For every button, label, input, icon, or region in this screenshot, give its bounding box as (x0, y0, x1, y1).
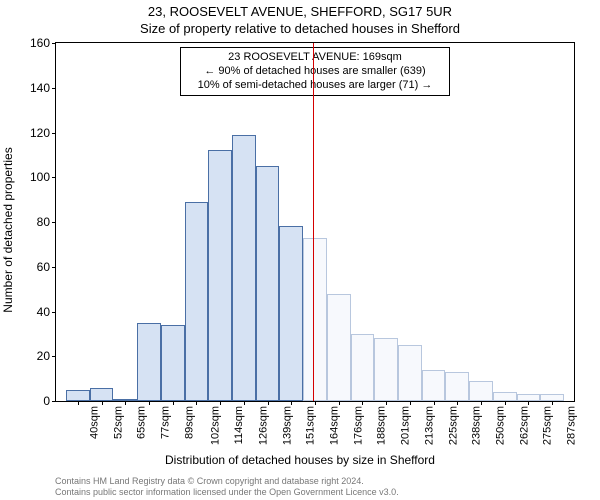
x-tick-label: 287sqm (566, 406, 578, 445)
x-tick-label: 164sqm (329, 406, 341, 445)
x-tick-mark (386, 401, 387, 405)
histogram-bar (398, 345, 422, 401)
footer-attribution: Contains HM Land Registry data © Crown c… (55, 476, 399, 498)
y-tick-mark (52, 401, 56, 402)
histogram-bar (66, 390, 90, 401)
x-tick-mark (244, 401, 245, 405)
x-tick-mark (268, 401, 269, 405)
x-tick-label: 114sqm (233, 406, 245, 444)
x-tick-mark (220, 401, 221, 405)
y-tick-mark (52, 312, 56, 313)
histogram-bar (185, 202, 209, 401)
x-axis-label: Distribution of detached houses by size … (0, 453, 600, 467)
y-tick-mark (52, 88, 56, 89)
reference-line (313, 43, 314, 401)
chart-title-line2: Size of property relative to detached ho… (0, 21, 600, 36)
x-tick-mark (339, 401, 340, 405)
x-tick-label: 77sqm (160, 406, 172, 439)
histogram-bar (232, 135, 256, 401)
y-tick-mark (52, 356, 56, 357)
histogram-bar (517, 394, 541, 401)
histogram-bar (445, 372, 469, 401)
histogram-bar (351, 334, 375, 401)
reference-info-box: 23 ROOSEVELT AVENUE: 169sqm ← 90% of det… (180, 47, 450, 96)
x-tick-mark (125, 401, 126, 405)
x-tick-mark (457, 401, 458, 405)
x-tick-mark (434, 401, 435, 405)
x-tick-mark (102, 401, 103, 405)
x-tick-mark (528, 401, 529, 405)
x-tick-label: 250sqm (495, 406, 507, 445)
histogram-bar (540, 394, 564, 401)
histogram-bar (208, 150, 232, 401)
x-tick-label: 238sqm (471, 406, 483, 445)
y-tick-label: 100 (30, 170, 50, 184)
footer-line1: Contains HM Land Registry data © Crown c… (55, 476, 399, 487)
y-tick-mark (52, 222, 56, 223)
x-tick-mark (78, 401, 79, 405)
histogram-bar (90, 388, 114, 401)
y-tick-mark (52, 267, 56, 268)
histogram-bar (327, 294, 351, 401)
infobox-line3: 10% of semi-detached houses are larger (… (187, 79, 443, 93)
y-tick-label: 40 (37, 305, 50, 319)
y-tick-mark (52, 43, 56, 44)
chart-container: 23, ROOSEVELT AVENUE, SHEFFORD, SG17 5UR… (0, 0, 600, 500)
y-tick-label: 120 (30, 126, 50, 140)
x-tick-mark (481, 401, 482, 405)
x-tick-label: 89sqm (183, 406, 195, 439)
x-tick-label: 213sqm (423, 406, 435, 445)
x-tick-mark (315, 401, 316, 405)
histogram-bar (422, 370, 446, 401)
histogram-bar (493, 392, 517, 401)
x-tick-label: 188sqm (376, 406, 388, 445)
y-tick-mark (52, 133, 56, 134)
y-axis-label: Number of detached properties (1, 147, 15, 312)
histogram-bar (469, 381, 493, 401)
histogram-bar (374, 338, 398, 401)
x-tick-label: 102sqm (210, 406, 222, 445)
x-tick-label: 151sqm (305, 406, 317, 445)
x-tick-label: 275sqm (542, 406, 554, 445)
x-tick-label: 176sqm (352, 406, 364, 445)
chart-title-line1: 23, ROOSEVELT AVENUE, SHEFFORD, SG17 5UR (0, 4, 600, 19)
y-tick-label: 0 (43, 394, 50, 408)
x-tick-mark (552, 401, 553, 405)
x-tick-mark (291, 401, 292, 405)
histogram-bar (279, 226, 303, 401)
histogram-bar (303, 238, 327, 401)
y-tick-label: 20 (37, 349, 50, 363)
x-tick-mark (196, 401, 197, 405)
histogram-bar (161, 325, 185, 401)
footer-line2: Contains public sector information licen… (55, 487, 399, 498)
x-tick-label: 201sqm (400, 406, 412, 445)
plot-area: 23 ROOSEVELT AVENUE: 169sqm ← 90% of det… (55, 42, 575, 402)
x-tick-label: 139sqm (281, 406, 293, 445)
y-tick-mark (52, 177, 56, 178)
x-tick-label: 52sqm (112, 406, 124, 439)
y-tick-label: 80 (37, 215, 50, 229)
x-tick-mark (149, 401, 150, 405)
x-tick-label: 40sqm (88, 406, 100, 439)
y-tick-label: 140 (30, 81, 50, 95)
histogram-bar (256, 166, 280, 401)
y-tick-label: 60 (37, 260, 50, 274)
x-tick-mark (173, 401, 174, 405)
x-tick-mark (410, 401, 411, 405)
x-tick-mark (505, 401, 506, 405)
y-tick-label: 160 (30, 36, 50, 50)
x-tick-label: 262sqm (518, 406, 530, 445)
x-tick-mark (362, 401, 363, 405)
x-tick-label: 126sqm (257, 406, 269, 445)
histogram-bar (137, 323, 161, 401)
x-tick-label: 65sqm (136, 406, 148, 439)
infobox-line2: ← 90% of detached houses are smaller (63… (187, 65, 443, 79)
x-tick-label: 225sqm (447, 406, 459, 445)
infobox-line1: 23 ROOSEVELT AVENUE: 169sqm (187, 51, 443, 65)
